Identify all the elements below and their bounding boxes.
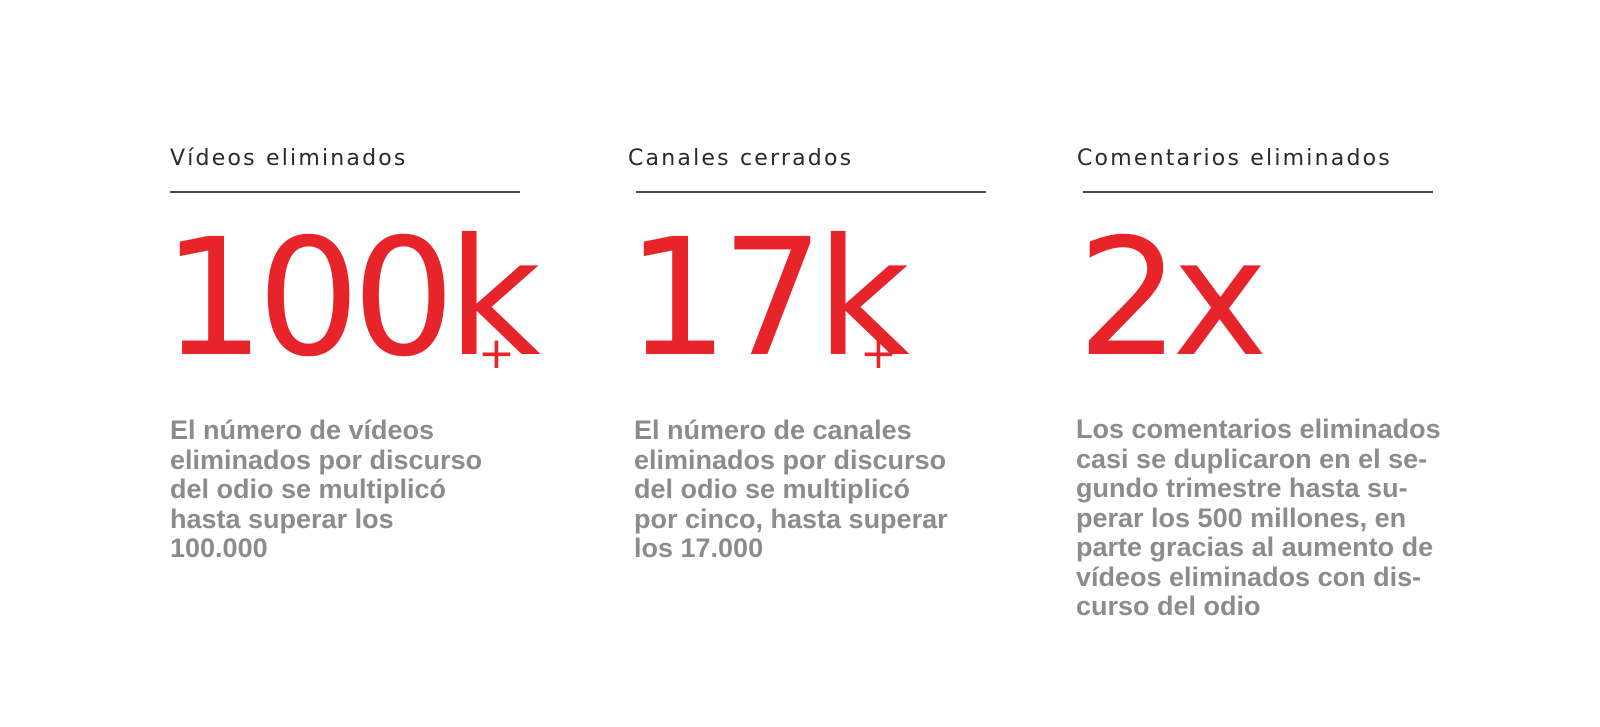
stat-value-suffix: + xyxy=(860,328,897,379)
stat-description: El número de vídeos eliminados por discu… xyxy=(170,415,483,563)
stat-description: El número de canales eliminados por disc… xyxy=(634,415,948,563)
stat-label: Vídeos eliminados xyxy=(170,146,408,171)
stat-value: 17k xyxy=(626,205,910,393)
stat-value: 2x xyxy=(1077,205,1268,393)
stat-description: Los comentarios eliminados casi se dupli… xyxy=(1076,414,1441,621)
stat-value: 100k xyxy=(162,205,541,393)
stat-value-suffix: + xyxy=(478,328,515,379)
stat-label: Canales cerrados xyxy=(628,146,854,171)
stat-divider xyxy=(636,191,986,193)
stat-label: Comentarios eliminados xyxy=(1077,146,1392,171)
stat-divider xyxy=(170,191,520,193)
stat-divider xyxy=(1083,191,1433,193)
